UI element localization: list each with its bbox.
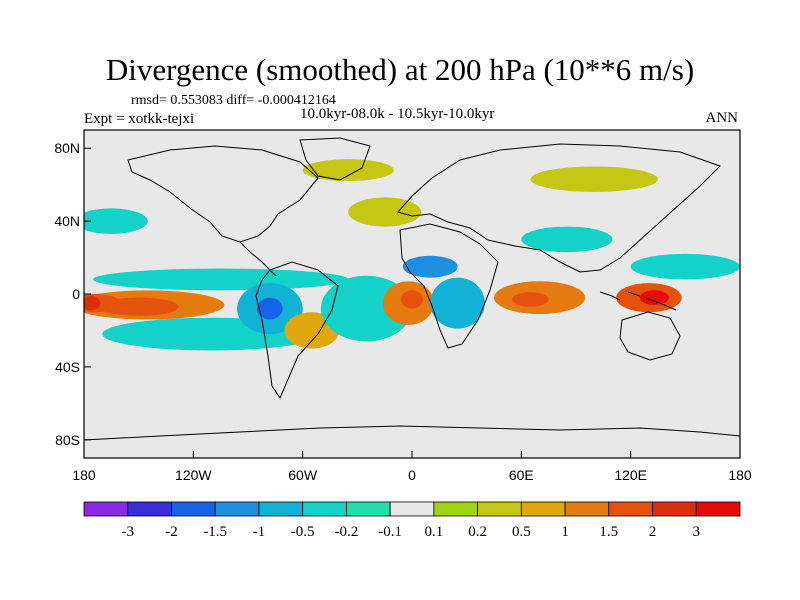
colorbar-swatch [127,501,172,517]
colorbar-swatch [608,501,653,517]
colorbar-swatch [433,501,479,517]
colorbar-swatch [564,501,610,517]
colorbar-swatch [214,501,260,517]
x-tick-label: 180 [728,467,752,483]
colorbar-label: -0.5 [291,524,315,540]
coastline-north-america [127,145,319,243]
colorbar-swatch [520,501,566,517]
colorbar-label: 3 [693,524,701,540]
coastline-maritime-continent [599,291,677,311]
field-north-pacific-conv [84,208,148,234]
colorbar: -3 -2 -1.5 -1 -0.5 -0.2 -0.1 0.1 0.2 0.5 1 1.5 2 3 [83,501,741,540]
coastline-greenland [299,137,371,181]
experiment-label: Expt = xotkk-tejxi [84,111,195,127]
colorbar-label: 2 [649,524,657,540]
y-tick-label: 40N [54,213,80,229]
colorbar-label: -1 [253,524,266,540]
season-label: ANN [705,110,739,126]
field-maritime-core [639,290,669,305]
colorbar-swatch [83,501,129,517]
coastline-africa [399,223,499,349]
coastline-australia [619,311,681,361]
colorbar-swatch [695,501,741,517]
colorbar-swatch [345,501,391,517]
coastline-antarctica [84,425,740,441]
axes: 80N 40N 0 40S 80S 180 120W 60W 0 60E 120E 180 [54,140,752,483]
rmsd-diff-stats: rmsd= 0.553083 diff= -0.000412164 [131,93,336,108]
colorbar-swatch [652,501,697,517]
coastline-central-america [239,241,277,277]
colorbar-swatch [258,501,304,517]
colorbar-swatch [302,501,347,517]
colorbar-label: -0.1 [378,524,402,540]
period-label: 10.0kyr-08.0k - 10.5kyr-10.0kyr [300,106,495,122]
field-tibet-conv [521,226,613,253]
colorbar-label: 1 [561,524,569,540]
field-siberia-div [530,166,658,192]
field-amazon-core [257,297,283,320]
y-tick-label: 80N [54,140,80,156]
x-tick-label: 120E [614,467,647,483]
colorbar-label: -0.2 [335,524,359,540]
x-tick-label: 180 [72,467,96,483]
colorbar-swatch [389,501,435,517]
y-tick-label: 40S [55,359,80,375]
colorbar-label: -2 [165,524,178,540]
field-indian-ocean-core [512,292,549,307]
field-dateline-west-core [84,295,101,311]
x-tick-label: 60E [509,467,534,483]
colorbar-label: -3 [121,524,134,540]
colorbar-label: 1.5 [599,524,618,540]
colorbar-label: 0.1 [424,524,443,540]
field-greenland-div [302,159,394,182]
field-central-africa-conv [430,277,485,329]
coastline-south-america [255,261,339,400]
coastline-eurasia [397,143,721,273]
colorbar-swatch [477,501,522,517]
field-north-atlantic-div [348,197,422,227]
colorbar-label: 0.2 [468,524,487,540]
field-africa-core [401,290,423,309]
coastlines [84,137,740,441]
field-sahara-conv [402,255,458,278]
plot-title: Divergence (smoothed) at 200 hPa (10**6 … [105,52,695,87]
colorbar-label: -1.5 [203,524,227,540]
divergence-field [84,159,740,351]
field-east-pacific-conv [93,268,349,291]
y-tick-label: 80S [55,432,80,448]
colorbar-swatch [171,501,216,517]
y-tick-label: 0 [72,286,80,302]
x-tick-label: 0 [408,467,416,483]
colorbar-label: 0.5 [512,524,531,540]
x-tick-label: 60W [288,467,318,483]
field-west-pacific-conv [630,253,740,280]
x-tick-label: 120W [175,467,212,483]
